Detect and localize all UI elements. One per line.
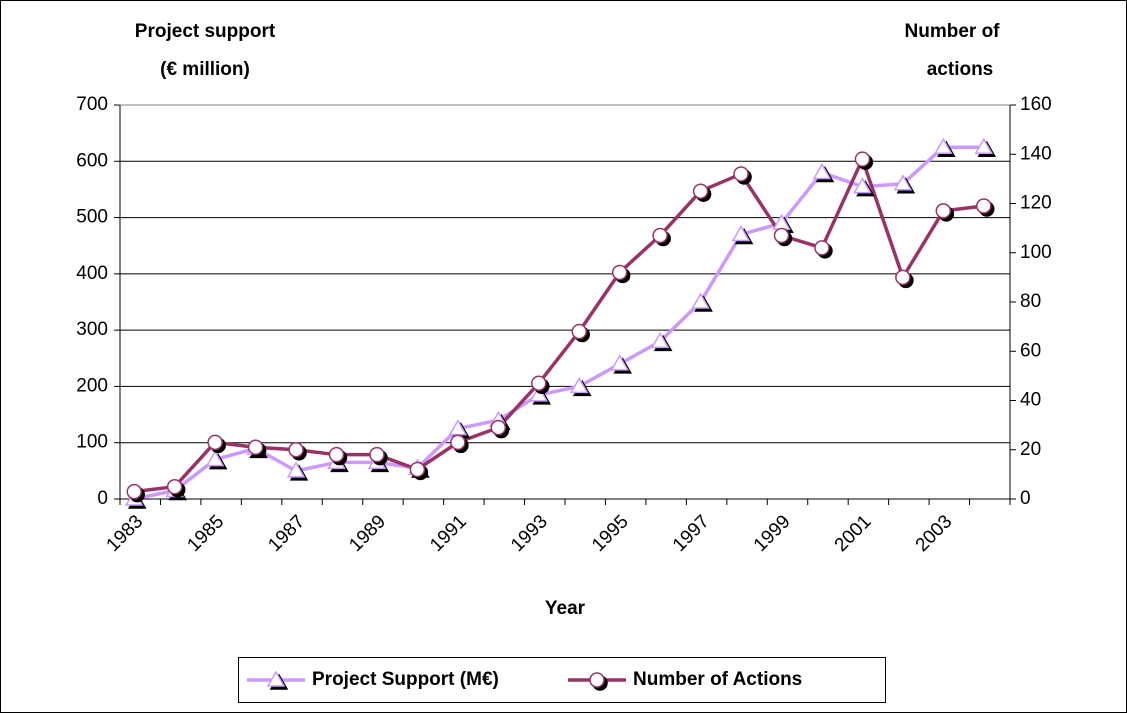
data-point (652, 227, 668, 244)
data-point (205, 450, 225, 467)
data-point (450, 434, 466, 451)
data-point (650, 331, 670, 349)
data-point (692, 183, 709, 199)
y2-tick-label: 100 (1020, 242, 1052, 263)
y-tick-label: 500 (76, 207, 108, 228)
y-tick-label: 700 (76, 94, 108, 115)
data-point (490, 419, 507, 436)
data-point (854, 151, 871, 167)
data-point (569, 376, 589, 394)
data-point (126, 483, 142, 500)
y2-tick-label: 40 (1020, 390, 1041, 411)
y-axis-label: Project support (135, 21, 276, 42)
y2-tick-label: 60 (1020, 340, 1041, 361)
data-point (328, 446, 345, 463)
data-point (691, 292, 710, 309)
data-point (409, 461, 426, 478)
data-point (369, 446, 385, 463)
data-point (286, 461, 306, 478)
y2-tick-label: 120 (1020, 193, 1052, 214)
data-point (733, 166, 749, 182)
y-axis-label: (€ million) (160, 59, 250, 80)
y2-tick-label: 140 (1020, 143, 1052, 164)
y2-tick-label: 160 (1020, 94, 1052, 115)
y-tick-label: 400 (76, 263, 108, 284)
legend-box (238, 657, 886, 703)
legend-marker (266, 670, 286, 687)
data-point (893, 174, 913, 191)
data-point (935, 203, 952, 219)
x-axis-label: Year (545, 598, 586, 619)
data-point (976, 198, 992, 214)
legend-marker (589, 672, 605, 688)
y2-axis-label: Number of (905, 21, 1001, 42)
data-point (731, 224, 751, 242)
data-point (288, 442, 304, 458)
data-point (531, 375, 547, 392)
data-point (895, 269, 911, 286)
data-point (207, 434, 223, 451)
y-tick-label: 100 (76, 432, 108, 453)
series-line (133, 145, 984, 501)
y2-tick-label: 80 (1020, 291, 1041, 312)
y-tick-label: 0 (97, 488, 108, 509)
data-point (773, 227, 790, 244)
y-tick-label: 200 (76, 375, 108, 396)
y2-tick-label: 20 (1020, 439, 1041, 460)
data-point (812, 163, 832, 180)
series-line (134, 157, 984, 494)
data-point (166, 478, 183, 495)
data-point (611, 264, 628, 281)
y-tick-label: 300 (76, 319, 108, 340)
legend-label: Project Support (M€) (312, 669, 499, 690)
y2-axis-label: actions (927, 59, 994, 80)
data-point (571, 323, 587, 340)
data-point (247, 439, 264, 456)
data-point (814, 240, 830, 256)
y2-tick-label: 0 (1020, 488, 1031, 509)
data-point (853, 177, 872, 194)
data-point (934, 137, 953, 154)
y-tick-label: 600 (76, 150, 108, 171)
data-point (974, 137, 994, 154)
data-point (610, 354, 629, 371)
legend-label: Number of Actions (633, 669, 802, 690)
